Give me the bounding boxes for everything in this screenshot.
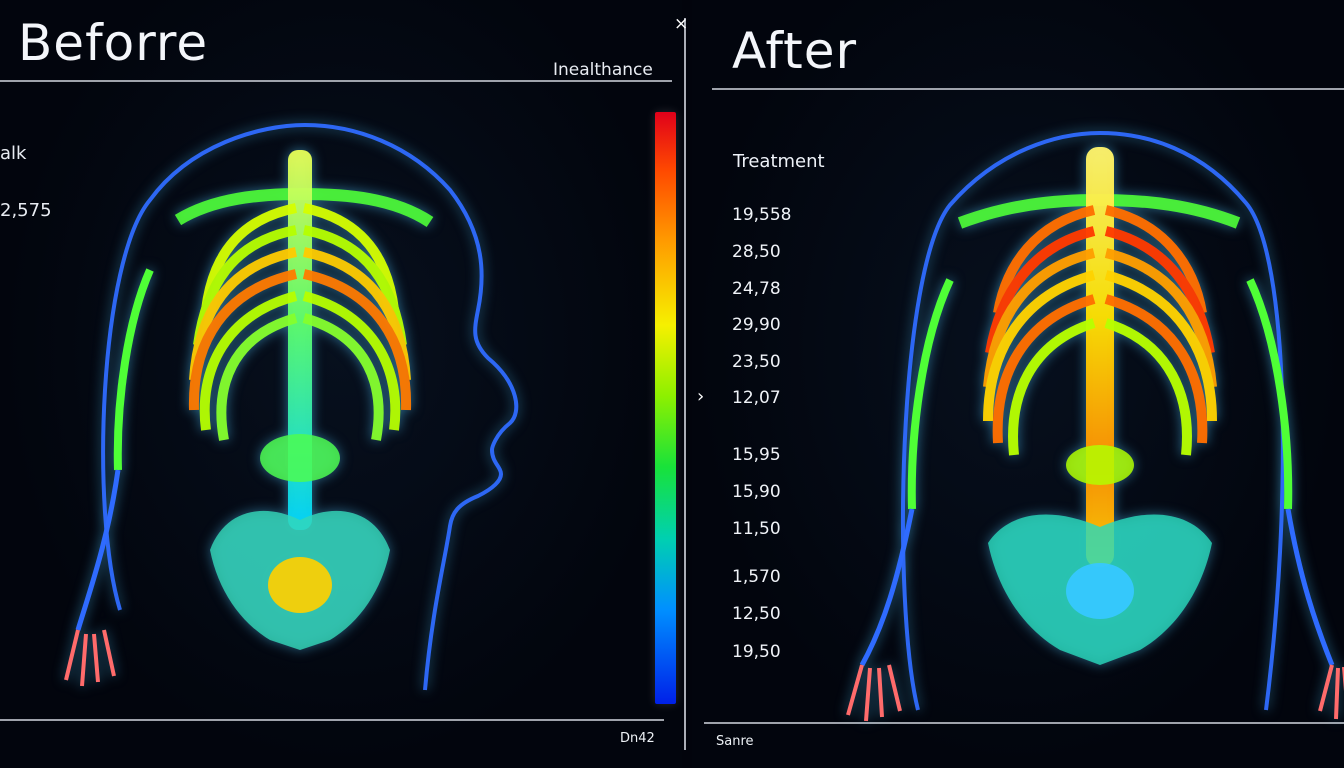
- value-item: 19,50: [732, 642, 781, 662]
- before-skeleton-scan: [64, 122, 519, 691]
- before-header-rule: [0, 80, 672, 82]
- before-left-arm: [113, 268, 154, 471]
- after-skeleton-scan: [846, 130, 1344, 722]
- before-footer-rule: [0, 719, 664, 721]
- after-left-arm: [907, 278, 954, 510]
- after-left-forearm: [859, 508, 915, 667]
- before-side-label: alk: [0, 143, 27, 164]
- before-body-outline: [101, 122, 519, 691]
- value-item: 11,50: [732, 519, 781, 539]
- before-title: Beforre: [18, 14, 209, 72]
- value-item: 19,558: [732, 205, 792, 225]
- chevron-right-icon[interactable]: ›: [697, 386, 705, 407]
- before-ribs: [188, 203, 412, 441]
- close-icon[interactable]: ×: [674, 14, 689, 34]
- value-item: 28,50: [732, 242, 781, 262]
- after-left-hand: [846, 664, 902, 722]
- heat-colorbar: [655, 112, 676, 704]
- after-ribs: [983, 205, 1217, 456]
- value-item: 23,50: [732, 352, 781, 372]
- after-abdomen-glow: [1066, 445, 1134, 485]
- value-item: 1,570: [732, 567, 781, 587]
- before-left-hand: [64, 629, 116, 687]
- value-item: 29,90: [732, 315, 781, 335]
- value-item: 24,78: [732, 279, 781, 299]
- before-header-label: Inealthance: [553, 60, 653, 80]
- center-divider[interactable]: [684, 18, 686, 750]
- before-side-value: 2,575: [0, 200, 52, 221]
- after-footer-rule: [704, 722, 1344, 724]
- after-right-arm: [1246, 278, 1293, 510]
- value-item: 12,07: [732, 388, 781, 408]
- after-right-forearm: [1285, 508, 1335, 666]
- after-header-label: Treatment: [733, 151, 825, 172]
- after-right-hand: [1318, 664, 1344, 720]
- before-footer-label: Dn42: [620, 731, 655, 746]
- after-header-rule: [712, 88, 1344, 90]
- before-abdomen-glow: [260, 434, 340, 482]
- after-bladder-hotspot: [1066, 563, 1134, 619]
- after-footer-label: Sanre: [716, 734, 754, 749]
- after-title: After: [732, 22, 858, 80]
- before-left-forearm: [75, 469, 121, 631]
- value-item: 15,95: [732, 445, 781, 465]
- before-bladder-hotspot: [268, 557, 332, 613]
- value-item: 12,50: [732, 604, 781, 624]
- value-item: 15,90: [732, 482, 781, 502]
